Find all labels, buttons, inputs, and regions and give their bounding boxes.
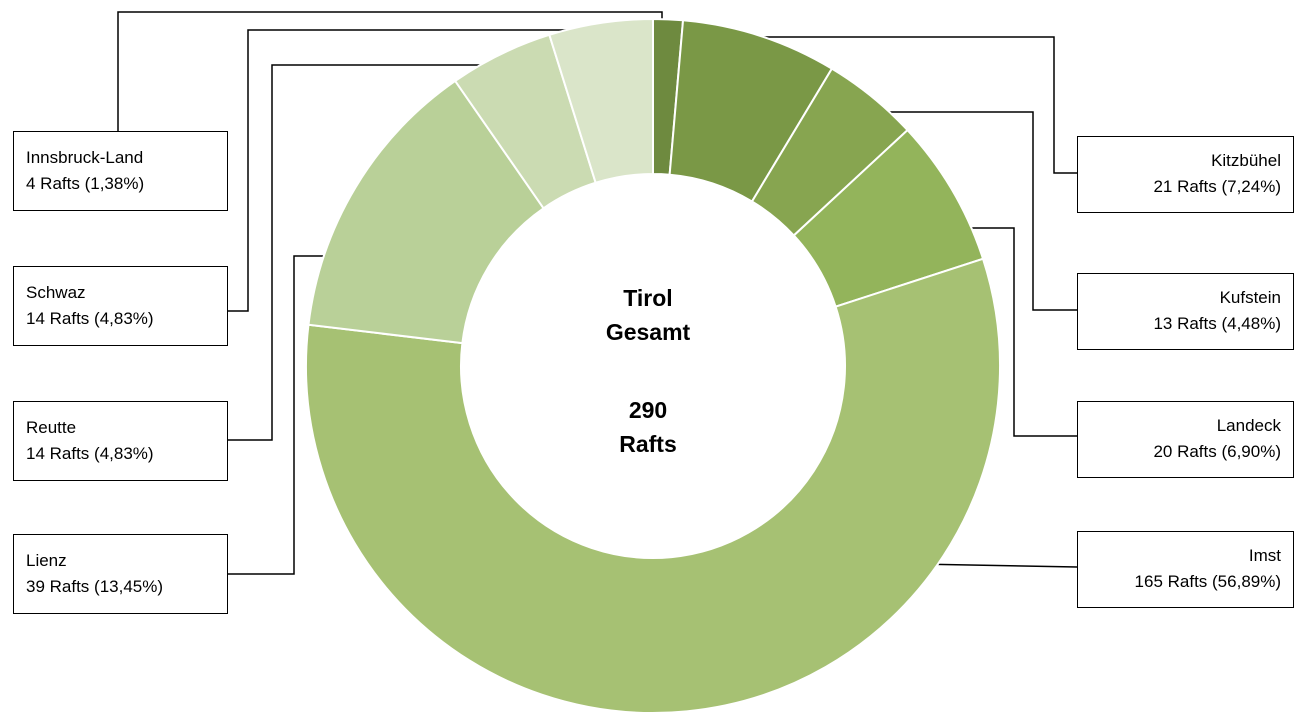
center-line-4: Rafts [619, 431, 677, 457]
label-name: Reutte [26, 418, 77, 437]
center-line-1: Tirol [623, 285, 673, 311]
donut-slices [305, 17, 1001, 713]
label-value: 39 Rafts (13,45%) [26, 577, 164, 596]
label-name: Kitzbühel [1211, 151, 1281, 170]
label-imst: Imst 165 Rafts (56,89%) [1077, 531, 1294, 608]
label-value: 13 Rafts (4,48%) [1153, 314, 1281, 333]
slice-imst [305, 257, 1001, 713]
label-schwaz: Schwaz 14 Rafts (4,83%) [13, 266, 228, 346]
label-lienz: Lienz 39 Rafts (13,45%) [13, 534, 228, 614]
label-name: Schwaz [26, 283, 86, 302]
center-line-3: 290 [628, 397, 668, 423]
leader-line-landeck [945, 227, 1077, 437]
label-name: Lienz [26, 551, 67, 570]
label-reutte: Reutte 14 Rafts (4,83%) [13, 401, 228, 481]
leader-line-kitzbuehel [718, 36, 1077, 174]
label-value: 21 Rafts (7,24%) [1153, 177, 1281, 196]
label-kitzbuehel: Kitzbühel 21 Rafts (7,24%) [1077, 136, 1294, 213]
label-kufstein: Kufstein 13 Rafts (4,48%) [1077, 273, 1294, 350]
label-name: Landeck [1216, 416, 1281, 435]
center-line-2: Gesamt [605, 319, 691, 345]
label-name: Innsbruck-Land [26, 148, 144, 167]
center-title: Tirol Gesamt [548, 281, 748, 349]
leader-line-lienz [228, 255, 347, 575]
label-value: 14 Rafts (4,83%) [26, 309, 154, 328]
label-name: Kufstein [1219, 288, 1281, 307]
center-total: 290 Rafts [548, 393, 748, 461]
label-landeck: Landeck 20 Rafts (6,90%) [1077, 401, 1294, 478]
label-value: 4 Rafts (1,38%) [26, 174, 145, 193]
leader-line-schwaz [228, 29, 614, 312]
label-innsbruck-land: Innsbruck-Land 4 Rafts (1,38%) [13, 131, 228, 211]
leader-line-kufstein [858, 111, 1077, 311]
label-name: Imst [1248, 546, 1281, 565]
label-value: 20 Rafts (6,90%) [1153, 442, 1281, 461]
leader-line-reutte [228, 64, 497, 441]
leader-line-imst [915, 563, 1078, 568]
slice-schwaz [548, 17, 654, 185]
label-value: 165 Rafts (56,89%) [1134, 572, 1281, 591]
label-value: 14 Rafts (4,83%) [26, 444, 154, 463]
